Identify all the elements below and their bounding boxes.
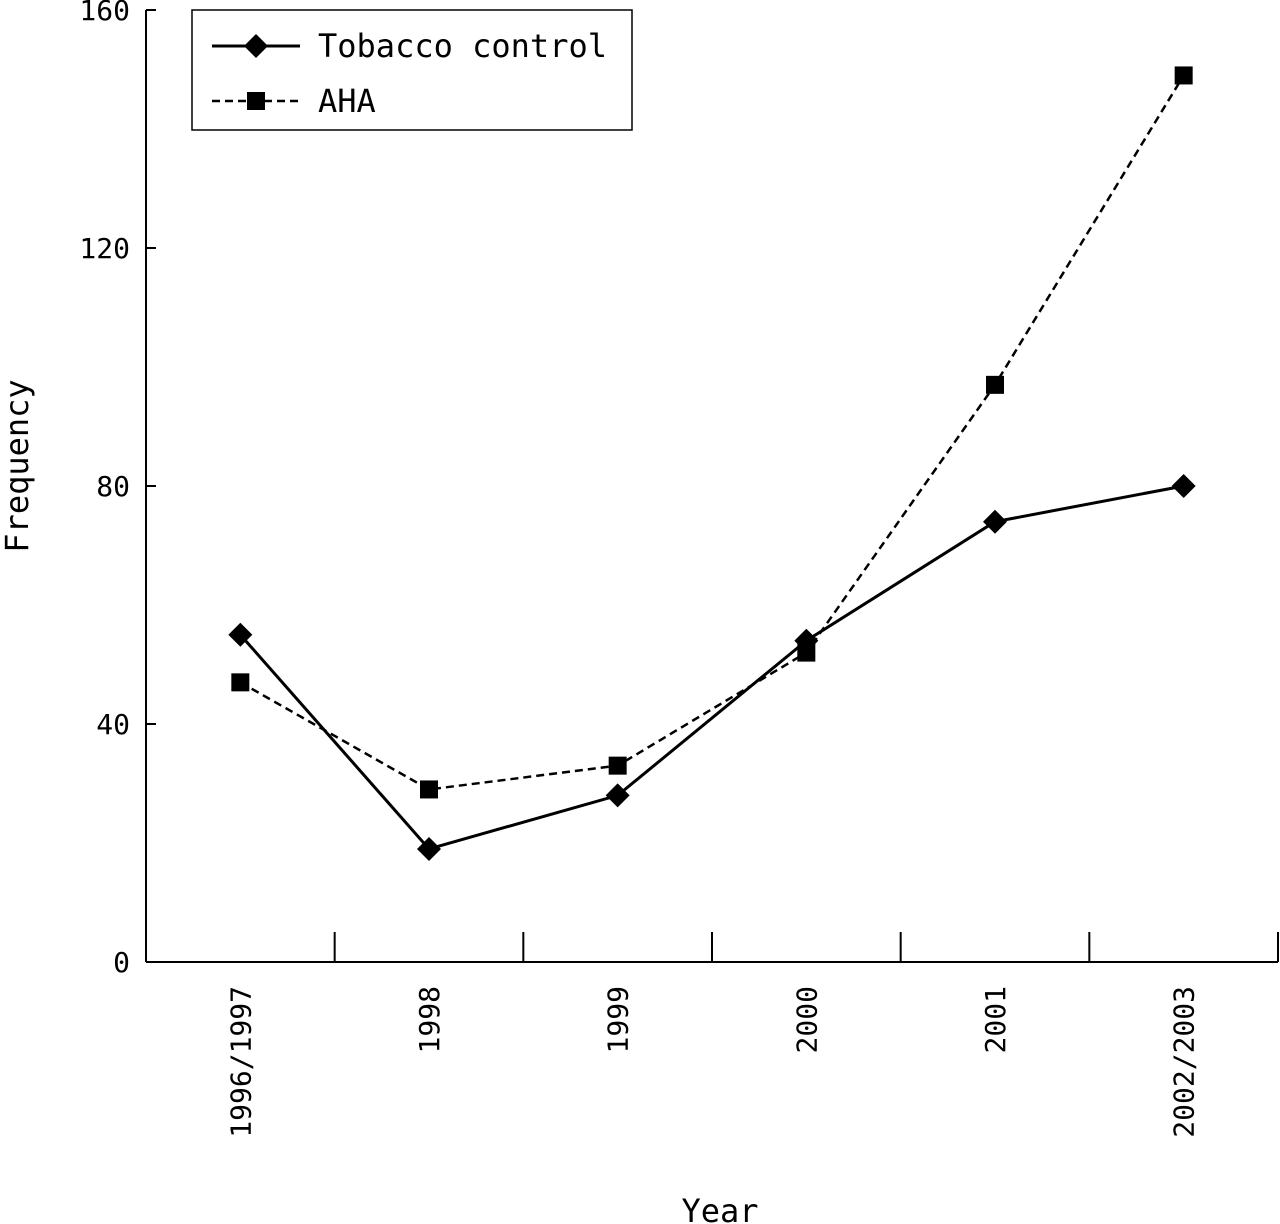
y-tick-label: 0 — [113, 946, 130, 979]
legend: Tobacco control AHA — [191, 9, 633, 131]
series-tobacco-control — [228, 474, 1196, 861]
y-tick-label: 160 — [79, 0, 130, 27]
legend-label: Tobacco control — [318, 27, 607, 65]
x-tick-label: 2001 — [979, 986, 1012, 1053]
data-point-marker — [986, 375, 1004, 394]
axes — [145, 10, 1278, 963]
legend-label: AHA — [318, 82, 376, 120]
x-tick-label: 1999 — [602, 986, 635, 1053]
data-point-marker — [608, 756, 627, 775]
data-point-marker — [420, 780, 438, 799]
series-line — [239, 74, 1185, 791]
data-point-marker — [1174, 66, 1193, 85]
legend-marker — [244, 34, 268, 58]
x-tick-label: 1998 — [413, 986, 446, 1053]
data-point-marker — [1171, 474, 1196, 498]
y-ticks: 0 40 80 120 160 — [79, 0, 156, 979]
x-tick-label: 2000 — [790, 986, 823, 1053]
x-tick-label: 1996/1997 — [224, 986, 257, 1138]
data-point-marker — [605, 783, 630, 808]
data-point-marker — [228, 622, 253, 647]
y-tick-label: 120 — [79, 232, 130, 265]
data-point-marker — [231, 673, 250, 692]
series-aha — [231, 66, 1193, 799]
legend-box — [191, 9, 633, 131]
y-tick-label: 80 — [96, 470, 130, 503]
x-tick-label: 2002/2003 — [1168, 986, 1201, 1138]
series-layer — [228, 66, 1196, 861]
y-axis-title: Frequency — [0, 379, 36, 552]
x-axis-title: Year — [681, 1192, 758, 1224]
data-point-marker — [417, 836, 441, 861]
y-tick-label: 40 — [96, 708, 130, 741]
series-line — [239, 484, 1184, 851]
data-point-marker — [797, 643, 816, 662]
x-ticks: 1996/1997 1998 1999 2000 2001 2002/2003 — [224, 932, 1279, 1138]
legend-marker — [247, 92, 265, 110]
data-point-marker — [983, 509, 1007, 534]
